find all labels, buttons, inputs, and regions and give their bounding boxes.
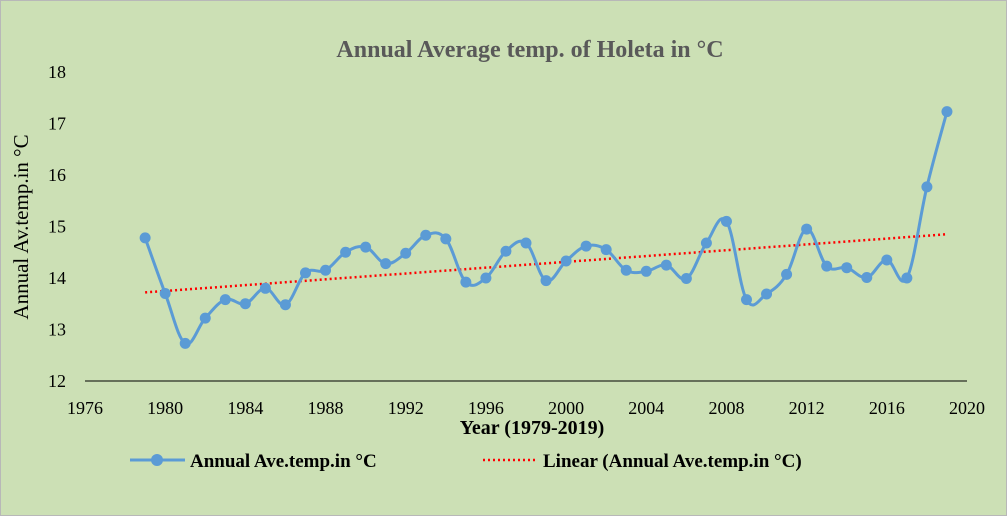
data-point bbox=[700, 237, 712, 249]
x-tick-label: 1996 bbox=[468, 398, 504, 418]
data-point bbox=[380, 258, 392, 270]
data-point bbox=[921, 181, 933, 193]
data-point bbox=[320, 264, 332, 276]
data-point bbox=[400, 247, 412, 259]
legend: Annual Ave.temp.in °C Linear (Annual Ave… bbox=[130, 451, 802, 472]
data-point bbox=[460, 276, 472, 288]
data-point bbox=[720, 215, 732, 227]
data-point bbox=[881, 254, 893, 266]
data-point bbox=[660, 259, 672, 271]
data-point bbox=[300, 267, 311, 279]
data-point bbox=[680, 273, 692, 285]
data-point bbox=[941, 106, 953, 118]
data-point bbox=[480, 272, 492, 284]
x-tick-label: 1988 bbox=[308, 398, 344, 418]
x-tick-label: 2016 bbox=[869, 398, 905, 418]
data-point bbox=[279, 299, 291, 311]
data-point bbox=[620, 264, 632, 276]
data-point bbox=[640, 265, 652, 277]
data-point bbox=[861, 271, 873, 283]
y-tick-label: 18 bbox=[48, 62, 66, 82]
data-point bbox=[259, 282, 271, 294]
data-point bbox=[500, 245, 512, 257]
data-point bbox=[219, 294, 231, 306]
y-tick-label: 17 bbox=[48, 114, 66, 134]
trendline bbox=[145, 232, 948, 294]
y-tick-label: 12 bbox=[48, 371, 66, 391]
x-tick-label: 2000 bbox=[548, 398, 584, 418]
data-point bbox=[821, 260, 833, 272]
data-point bbox=[179, 337, 191, 349]
y-axis-title: Annual Av.temp.in °C bbox=[9, 134, 33, 319]
data-point bbox=[580, 240, 592, 252]
data-point bbox=[159, 287, 171, 299]
data-point bbox=[841, 262, 853, 274]
x-tick-label: 2008 bbox=[708, 398, 744, 418]
data-point bbox=[741, 294, 752, 306]
data-point bbox=[139, 232, 151, 244]
series-line bbox=[143, 111, 949, 346]
y-tick-label: 15 bbox=[48, 217, 66, 237]
x-tick-label: 2020 bbox=[949, 398, 985, 418]
y-tick-label: 14 bbox=[48, 268, 66, 288]
data-point bbox=[239, 298, 251, 310]
data-point bbox=[781, 268, 793, 280]
x-tick-label: 2004 bbox=[628, 398, 664, 418]
y-tick-label: 13 bbox=[48, 320, 66, 340]
x-tick-label: 1984 bbox=[227, 398, 263, 418]
data-point bbox=[560, 255, 572, 267]
data-point bbox=[360, 241, 372, 253]
data-point bbox=[540, 275, 552, 287]
x-tick-label: 1992 bbox=[388, 398, 424, 418]
data-point bbox=[801, 223, 813, 235]
data-point bbox=[420, 229, 432, 241]
data-point bbox=[761, 288, 773, 300]
data-point bbox=[340, 246, 352, 258]
legend-series-marker bbox=[151, 454, 163, 466]
x-tick-label: 1976 bbox=[67, 398, 103, 418]
chart-title: Annual Average temp. of Holeta in °C bbox=[336, 37, 723, 63]
y-tick-label: 16 bbox=[48, 165, 66, 185]
data-point bbox=[199, 312, 211, 324]
x-axis-title: Year (1979-2019) bbox=[460, 417, 605, 439]
data-point bbox=[600, 244, 612, 256]
legend-trend-label: Linear (Annual Ave.temp.in °C) bbox=[543, 451, 802, 472]
x-tick-label: 1980 bbox=[147, 398, 183, 418]
legend-series-label: Annual Ave.temp.in °C bbox=[190, 451, 377, 472]
data-point bbox=[901, 272, 913, 284]
x-tick-label: 2012 bbox=[789, 398, 825, 418]
data-point bbox=[440, 233, 452, 245]
data-point bbox=[520, 237, 532, 249]
